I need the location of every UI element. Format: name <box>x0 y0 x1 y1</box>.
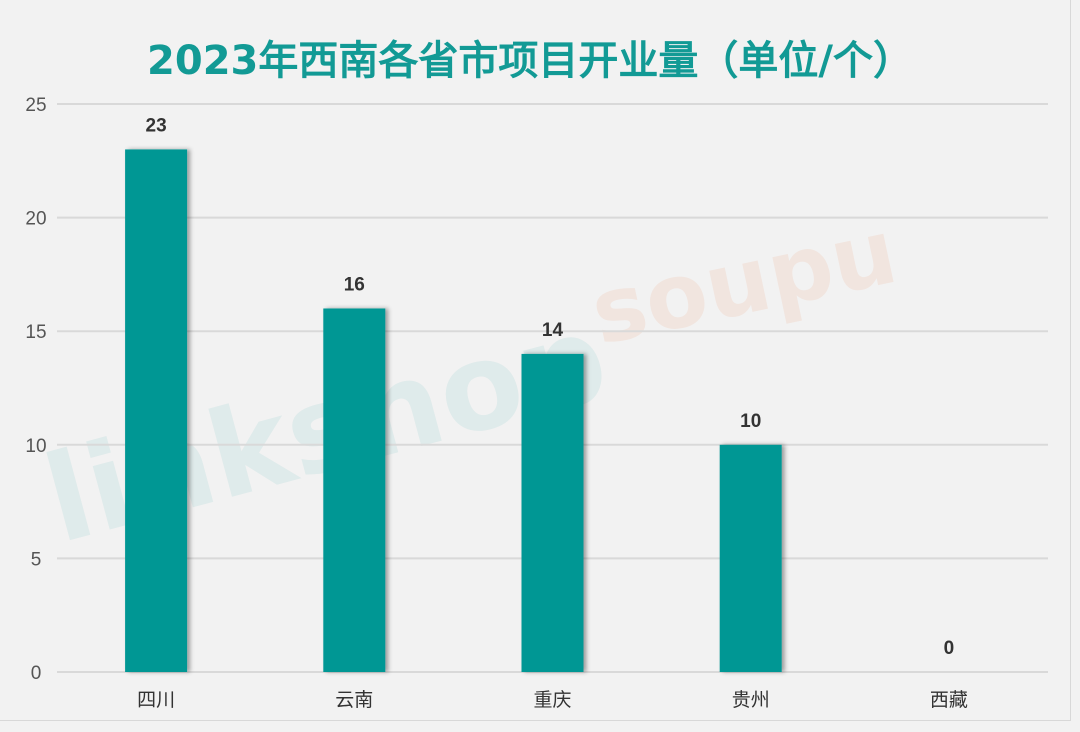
x-tick-label: 西藏 <box>930 689 968 711</box>
y-tick-label: 5 <box>31 549 42 570</box>
data-label: 23 <box>146 115 167 136</box>
bar-云南 <box>323 308 386 672</box>
bar-重庆 <box>521 353 584 672</box>
data-label: 14 <box>542 320 564 341</box>
chart-title: 2023年西南各省市项目开业量（单位/个） <box>147 38 913 84</box>
y-tick-label: 0 <box>31 663 42 684</box>
y-tick-label: 25 <box>25 95 46 116</box>
y-tick-label: 10 <box>25 436 46 457</box>
y-tick-label: 20 <box>25 209 46 230</box>
x-tick-label: 四川 <box>137 689 175 711</box>
bar-四川 <box>125 149 188 672</box>
y-tick-label: 15 <box>25 322 46 343</box>
data-label: 10 <box>740 411 761 432</box>
x-tick-label: 贵州 <box>732 689 770 711</box>
data-label: 16 <box>344 274 365 295</box>
chart-frame <box>0 0 1071 721</box>
x-tick-label: 云南 <box>335 689 373 711</box>
bar-贵州 <box>719 444 782 672</box>
data-label: 0 <box>944 638 955 659</box>
x-tick-label: 重庆 <box>533 689 571 711</box>
